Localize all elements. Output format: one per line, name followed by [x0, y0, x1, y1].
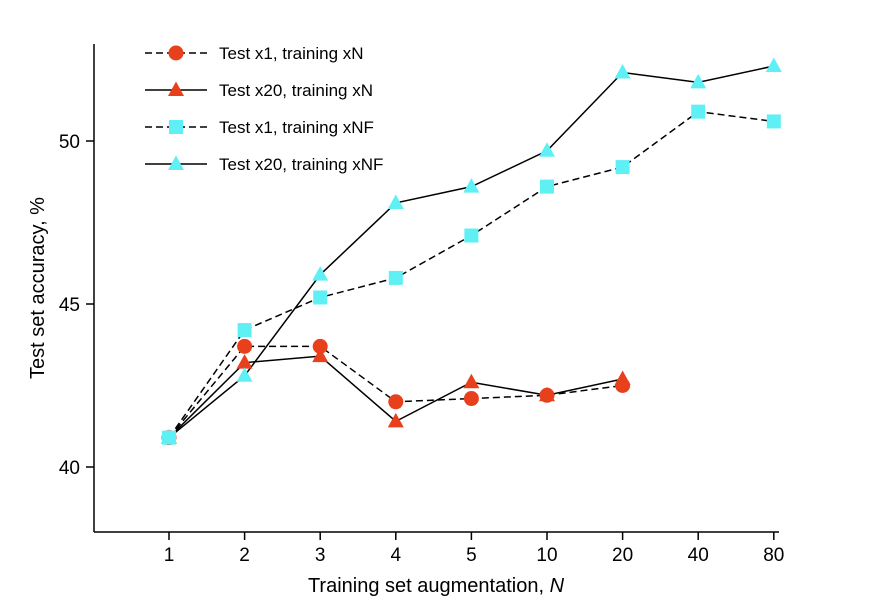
x-tick-label: 5	[466, 545, 477, 566]
data-point-series-4	[690, 73, 707, 89]
data-point-series-3	[313, 290, 328, 305]
series-markers	[161, 57, 782, 446]
data-point-series-2	[387, 412, 404, 428]
legend: Test x1, training xN Test x20, training x…	[145, 44, 383, 174]
x-tick-label: 3	[315, 545, 326, 566]
x-tick-label: 1	[164, 545, 175, 566]
legend-label: Test x20, training xNF	[219, 155, 383, 174]
data-point-series-3	[388, 270, 403, 285]
y-tick-label: 50	[59, 132, 80, 153]
data-point-series-2	[539, 386, 555, 402]
data-point-series-3	[615, 160, 630, 175]
x-tick-label: 2	[239, 545, 250, 566]
data-point-series-3	[237, 323, 252, 338]
data-point-series-3	[766, 114, 781, 129]
data-point-series-4	[539, 142, 555, 157]
legend-label: Test x1, training xNF	[219, 118, 374, 137]
x-tick-label: 4	[391, 545, 402, 566]
axes	[93, 44, 779, 533]
data-point-series-4	[463, 178, 480, 193]
data-point-series-2	[614, 370, 631, 385]
data-point-series-3	[464, 228, 479, 243]
data-point-series-2	[312, 347, 329, 363]
data-point-series-4	[614, 64, 631, 79]
data-point-series-4	[161, 429, 177, 444]
legend-marker	[168, 81, 184, 96]
x-tick-label: 10	[536, 545, 557, 566]
data-point-series-4	[312, 266, 329, 281]
x-axis-title: Training set augmentation, N	[308, 575, 565, 597]
legend-label: Test x1, training xN	[219, 44, 364, 63]
legend-marker	[168, 45, 184, 61]
data-point-series-1	[237, 338, 253, 354]
data-point-series-1	[312, 338, 328, 354]
data-point-series-3	[691, 104, 706, 119]
y-tick-label: 40	[59, 458, 80, 479]
data-point-series-2	[236, 354, 253, 369]
y-axis-title: Test set accuracy, %	[27, 197, 49, 379]
legend-label: Test x20, training xN	[219, 81, 373, 100]
x-tick-label: 80	[763, 545, 784, 566]
series-layer	[161, 57, 782, 446]
x-tick-label: 40	[688, 545, 709, 566]
data-point-series-4	[387, 194, 404, 209]
data-point-series-1	[388, 394, 404, 410]
legend-marker	[169, 120, 183, 134]
data-point-series-1	[463, 391, 479, 407]
legend-marker	[168, 155, 184, 170]
data-point-series-3	[540, 179, 554, 194]
data-point-series-2	[463, 373, 480, 389]
data-point-series-4	[765, 57, 782, 73]
y-tick-label: 45	[59, 295, 80, 316]
data-point-series-4	[236, 367, 253, 382]
x-tick-label: 20	[612, 545, 633, 566]
